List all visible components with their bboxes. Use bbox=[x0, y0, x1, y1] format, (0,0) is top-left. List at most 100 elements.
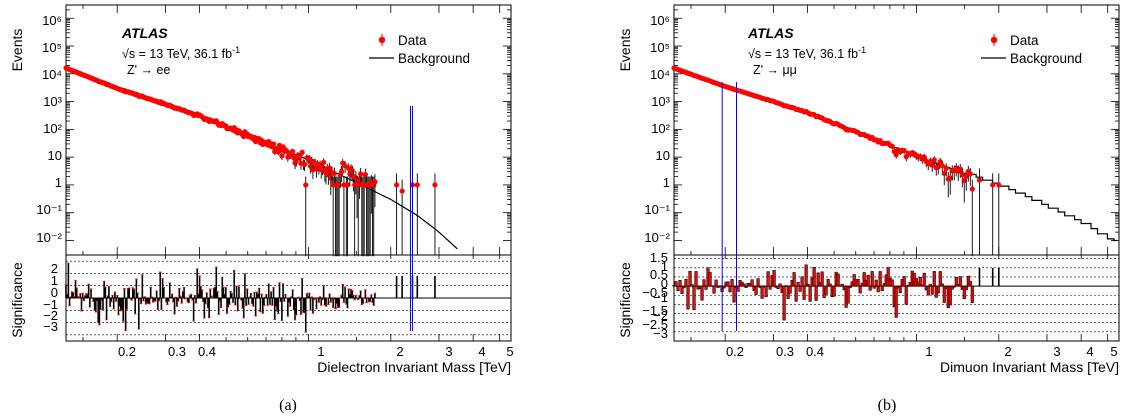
significance-bar bbox=[798, 285, 802, 292]
sig-tick-label: 0.5 bbox=[650, 267, 668, 282]
data-point bbox=[929, 162, 935, 168]
data-point bbox=[303, 182, 309, 188]
ytick-label: 1 bbox=[55, 175, 62, 190]
significance-bar bbox=[792, 272, 796, 287]
panel-b-ticks bbox=[674, 5, 1119, 341]
data-point bbox=[358, 171, 364, 177]
significance-bar bbox=[750, 279, 754, 287]
data-point bbox=[297, 154, 303, 160]
significance-bar bbox=[742, 283, 746, 287]
significance-bar bbox=[800, 276, 804, 287]
panel-b-ylabel-significance: Significance bbox=[617, 262, 633, 338]
significance-bar bbox=[968, 280, 972, 287]
panel-a-marker-lines bbox=[409, 105, 413, 331]
significance-bar bbox=[876, 285, 880, 293]
legend-background-label: Background bbox=[398, 51, 470, 66]
panel-a-xtick-labels: 0.2 0.3 0.4 1 2 3 4 5 bbox=[118, 344, 514, 359]
significance-bar bbox=[942, 285, 946, 303]
significance-bar bbox=[776, 285, 780, 290]
data-point bbox=[299, 149, 305, 155]
sig-tick-label: −0.5 bbox=[642, 285, 668, 300]
significance-bar bbox=[700, 285, 704, 301]
significance-bar bbox=[726, 281, 730, 287]
significance-bar bbox=[828, 283, 832, 287]
significance-bar bbox=[766, 271, 770, 287]
significance-bar bbox=[970, 285, 974, 303]
panel-b-data-points bbox=[671, 65, 1002, 257]
significance-bar bbox=[690, 284, 694, 287]
panel-b-atlas-label: ATLAS bbox=[747, 25, 794, 41]
panel-b-ylabel-events: Events bbox=[617, 29, 633, 72]
significance-bar bbox=[714, 279, 718, 287]
significance-bar bbox=[676, 285, 680, 291]
significance-bar bbox=[870, 271, 874, 287]
significance-bar bbox=[682, 285, 686, 289]
panel-a-top-frame bbox=[65, 4, 512, 256]
xtick-label: 2 bbox=[1004, 344, 1011, 359]
sig-tick-label: −2 bbox=[43, 308, 58, 323]
significance-bar bbox=[788, 285, 792, 294]
significance-bar bbox=[688, 271, 692, 287]
significance-bar bbox=[812, 267, 816, 287]
significance-bar bbox=[832, 285, 836, 297]
significance-bar bbox=[874, 279, 878, 287]
background-curve bbox=[65, 67, 458, 250]
panel-a-atlas-label: ATLAS bbox=[121, 25, 168, 41]
panel-a-ticks bbox=[66, 5, 511, 341]
data-point bbox=[957, 166, 963, 172]
data-point bbox=[432, 182, 438, 188]
sig-tick-label: 2 bbox=[51, 261, 58, 276]
significance-bar bbox=[824, 285, 828, 295]
ytick-label: 10⁻² bbox=[644, 230, 670, 245]
panel-a-sig-tick-labels: −3 −2 −1 0 1 2 bbox=[43, 261, 58, 334]
xtick-label: 0.2 bbox=[118, 344, 136, 359]
panel-b-energy-label: √s = 13 TeV, 36.1 fb-1 bbox=[748, 45, 866, 61]
data-point bbox=[961, 178, 967, 184]
ytick-label: 10⁶ bbox=[42, 13, 62, 28]
ytick-label: 10⁻¹ bbox=[644, 202, 670, 217]
legend-background-label: Background bbox=[1010, 51, 1082, 66]
significance-bar bbox=[878, 271, 882, 287]
significance-bar bbox=[744, 285, 748, 288]
significance-bar bbox=[840, 283, 844, 287]
data-point bbox=[947, 175, 953, 181]
significance-bar bbox=[708, 272, 712, 287]
xtick-label: 0.4 bbox=[198, 344, 216, 359]
sig-tick-label: −1.5 bbox=[642, 303, 668, 318]
significance-bar bbox=[804, 264, 808, 287]
significance-bar bbox=[958, 276, 962, 287]
significance-bar bbox=[728, 285, 732, 293]
significance-bar bbox=[858, 285, 862, 294]
panel-b-frames bbox=[673, 4, 1120, 342]
data-point bbox=[321, 159, 327, 165]
panel-b-channel-label: Z' → μμ bbox=[753, 63, 797, 77]
panel-a-significance-bars bbox=[64, 262, 436, 333]
ytick-label: 10⁴ bbox=[650, 67, 670, 82]
panel-b-top-frame bbox=[673, 4, 1120, 256]
legend-data-marker bbox=[990, 36, 998, 44]
panel-b-legend: Data Background bbox=[981, 33, 1082, 66]
ytick-label: 10³ bbox=[43, 94, 62, 109]
ytick-label: 10³ bbox=[651, 94, 670, 109]
panel-b-xlabel: Dimuon Invariant Mass [TeV] bbox=[940, 359, 1119, 375]
significance-bar bbox=[890, 279, 894, 287]
legend-data-label: Data bbox=[398, 33, 427, 48]
significance-bar bbox=[736, 285, 740, 292]
panel-a: 10⁻² 10⁻¹ 1 10 10² 10³ 10⁴ 10⁵ 10⁶ −3 −2… bbox=[9, 4, 514, 414]
significance-bar bbox=[936, 285, 940, 294]
sig-tick-label: −1 bbox=[43, 297, 58, 312]
data-point bbox=[901, 147, 907, 154]
significance-bar bbox=[760, 285, 764, 299]
data-point bbox=[941, 170, 947, 177]
xtick-label: 2 bbox=[396, 344, 403, 359]
significance-bar bbox=[950, 285, 954, 290]
significance-bar bbox=[674, 281, 678, 287]
data-point bbox=[996, 182, 1002, 188]
legend-data-marker bbox=[378, 36, 386, 44]
significance-bar bbox=[722, 285, 726, 289]
panel-a-xlabel: Dielectron Invariant Mass [TeV] bbox=[317, 359, 511, 375]
significance-bar bbox=[866, 274, 870, 287]
significance-bar bbox=[880, 285, 884, 291]
data-point bbox=[301, 161, 308, 167]
